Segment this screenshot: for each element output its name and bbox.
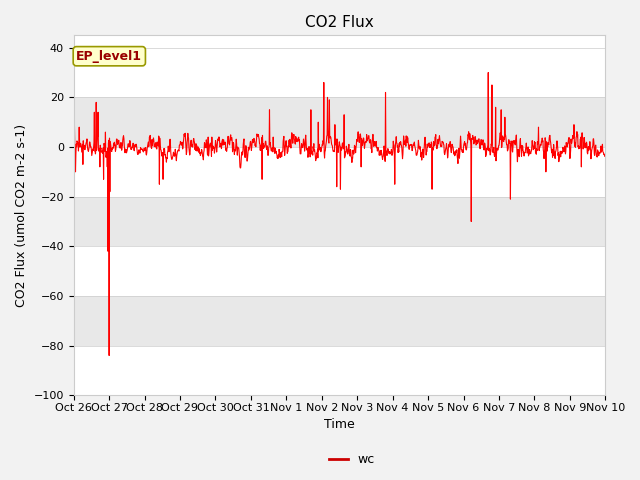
Bar [74,296,605,346]
Y-axis label: CO2 Flux (umol CO2 m-2 s-1): CO2 Flux (umol CO2 m-2 s-1) [15,124,28,307]
Bar [74,197,605,246]
Title: CO2 Flux: CO2 Flux [305,15,374,30]
X-axis label: Time: Time [324,419,355,432]
Legend: wc: wc [324,448,380,471]
Bar [74,97,605,147]
Text: EP_level1: EP_level1 [76,50,142,63]
